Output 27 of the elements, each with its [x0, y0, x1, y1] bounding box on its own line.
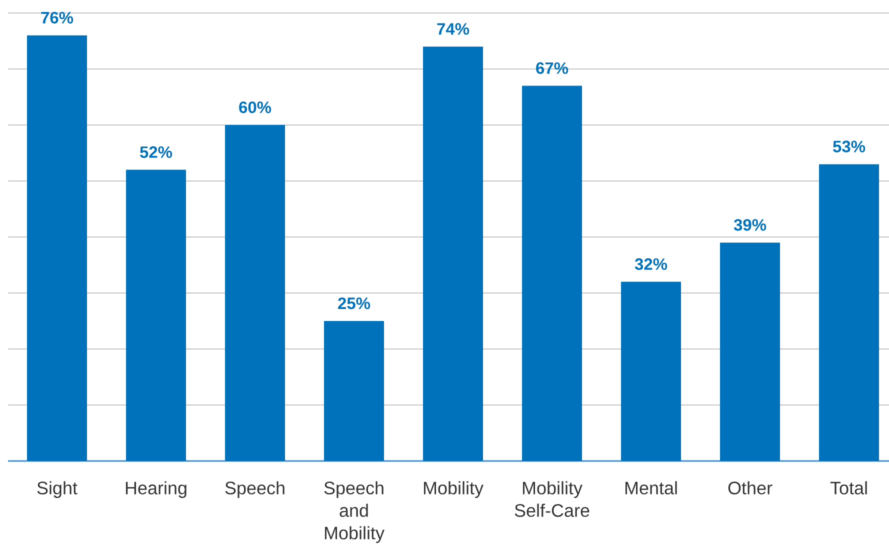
data-label: 39% [734, 219, 766, 231]
data-label: 52% [140, 146, 172, 158]
x-tick-label: Speech and Mobility [324, 481, 384, 543]
bar [522, 86, 582, 461]
bar [324, 321, 384, 461]
x-tick-label: Mobility Self-Care [514, 481, 590, 517]
bar [225, 125, 286, 461]
data-label: 32% [634, 258, 668, 270]
data-label: 67% [536, 62, 568, 74]
bar [27, 35, 88, 461]
x-tick-label: Other [728, 481, 772, 494]
data-label: 76% [41, 12, 74, 24]
data-label: 53% [833, 140, 866, 152]
bar [423, 46, 484, 461]
x-tick-label: Sight [37, 481, 78, 498]
bar [621, 282, 682, 461]
x-tick-label: Hearing [126, 481, 186, 498]
data-label: 74% [437, 23, 470, 35]
x-tick-label: Speech [225, 481, 284, 498]
x-tick-label: Total [830, 481, 867, 494]
bar [720, 242, 780, 461]
bar [819, 164, 880, 461]
bar [126, 170, 186, 461]
x-tick-label: Mobility [424, 481, 484, 498]
x-tick-label: Mental [625, 481, 677, 494]
data-label: 25% [338, 297, 370, 310]
data-label: 60% [239, 101, 272, 114]
